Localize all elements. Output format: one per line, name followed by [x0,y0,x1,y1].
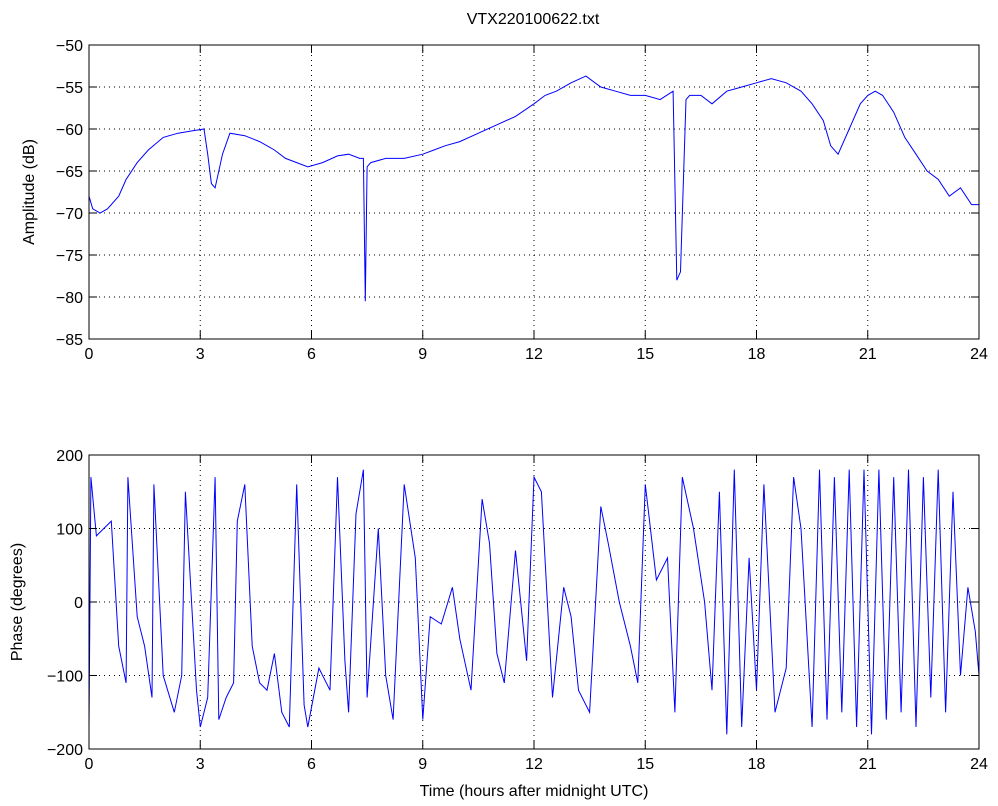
phase-y-tick-label: 200 [56,448,83,465]
amplitude-y-tick-label: −85 [56,332,83,349]
phase-series-line [88,469,980,735]
x-axis-label: Time (hours after midnight UTC) [420,783,649,800]
amplitude-x-tick-label: 6 [307,346,316,363]
amplitude-y-tick-label: −50 [56,38,83,55]
phase-x-tick-label: 24 [970,756,988,773]
amplitude-x-tick-label: 3 [196,346,205,363]
phase-x-tick-label: 12 [525,756,543,773]
phase-x-tick-label: 3 [196,756,205,773]
phase-y-tick-label: −200 [47,742,83,759]
amplitude-y-tick-label: −60 [56,122,83,139]
amplitude-x-tick-label: 0 [85,346,94,363]
phase-x-tick-label: 6 [307,756,316,773]
figure-title: VTX220100622.txt [467,11,600,28]
amplitude-x-tick-label: 24 [970,346,988,363]
amplitude-axes: 0 3 6 9 12 15 18 21 24 −85 −80 −75 −70 −65 −60 −55 −50 A… [21,38,988,363]
phase-x-tick-label: 21 [859,756,877,773]
amplitude-x-tick-label: 15 [636,346,654,363]
amplitude-x-tick-label: 18 [748,346,766,363]
amplitude-y-tick-label: −55 [56,80,83,97]
amplitude-y-tick-label: −75 [56,248,83,265]
phase-axes: 0 3 6 9 12 15 18 21 24 −200 −100 0 100 200 Phase (deg… [9,448,988,800]
amplitude-series-line [88,75,979,302]
phase-y-axis-label: Phase (degrees) [9,543,26,661]
amplitude-y-axis-label: Amplitude (dB) [21,139,38,245]
phase-x-tick-label: 15 [636,756,654,773]
phase-x-tick-label: 9 [418,756,427,773]
amplitude-x-tick-label: 9 [418,346,427,363]
phase-y-tick-label: −100 [47,669,83,686]
amplitude-x-tick-label: 21 [859,346,877,363]
amplitude-y-tick-label: −70 [56,206,83,223]
amplitude-y-tick-label: −80 [56,290,83,307]
phase-x-tick-label: 0 [85,756,94,773]
phase-x-tick-label: 18 [748,756,766,773]
amplitude-x-tick-label: 12 [525,346,543,363]
phase-y-tick-label: 0 [74,595,83,612]
amplitude-y-tick-label: −65 [56,164,83,181]
phase-y-tick-label: 100 [56,522,83,539]
